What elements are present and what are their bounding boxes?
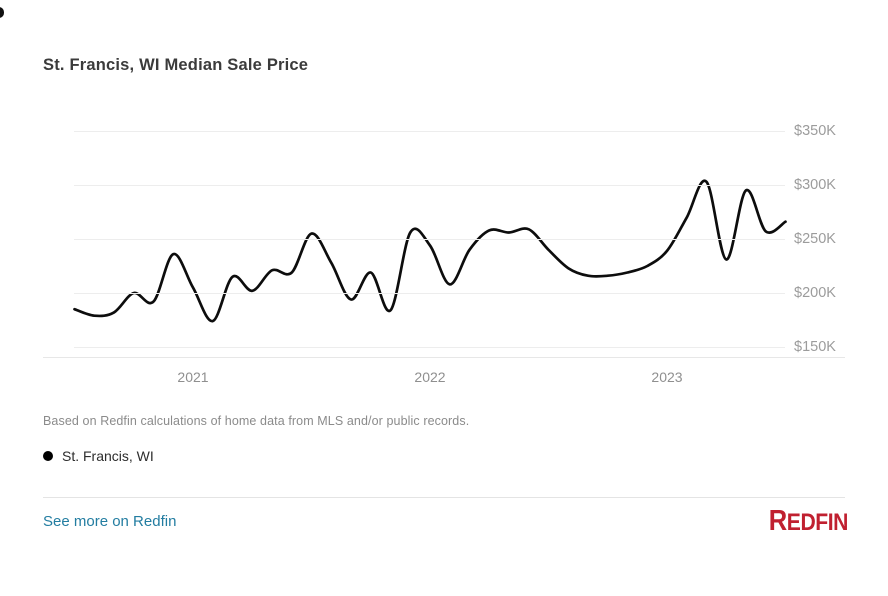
y-axis-label: $200K — [794, 285, 836, 301]
chart-baseline — [43, 357, 845, 358]
x-axis-label: 2023 — [651, 369, 683, 385]
gridline — [74, 347, 785, 348]
gridline — [74, 185, 785, 186]
redfin-logo[interactable]: REDFIN — [768, 505, 849, 541]
y-axis-label: $250K — [794, 231, 836, 247]
legend-label: St. Francis, WI — [62, 448, 154, 464]
data-source-footnote: Based on Redfin calculations of home dat… — [43, 414, 470, 428]
y-axis-label: $150K — [794, 339, 836, 355]
gridline — [74, 131, 785, 132]
x-axis-label: 2021 — [177, 369, 209, 385]
see-more-on-redfin-link[interactable]: See more on Redfin — [43, 513, 177, 530]
redfin-logo-letter-r: R — [768, 505, 787, 537]
legend-marker-dot — [43, 451, 53, 461]
price-line-series — [73, 179, 787, 323]
y-axis-label: $350K — [794, 123, 836, 139]
gridline — [74, 293, 785, 294]
x-axis-label: 2022 — [414, 369, 446, 385]
chart-legend: St. Francis, WI — [43, 448, 154, 464]
footer-divider — [43, 497, 845, 498]
page-title: St. Francis, WI Median Sale Price — [43, 56, 309, 75]
corner-artifact-mark — [0, 7, 4, 18]
y-axis-label: $300K — [794, 177, 836, 193]
redfin-logo-rest: EDFIN — [786, 509, 849, 536]
gridline — [74, 239, 785, 240]
